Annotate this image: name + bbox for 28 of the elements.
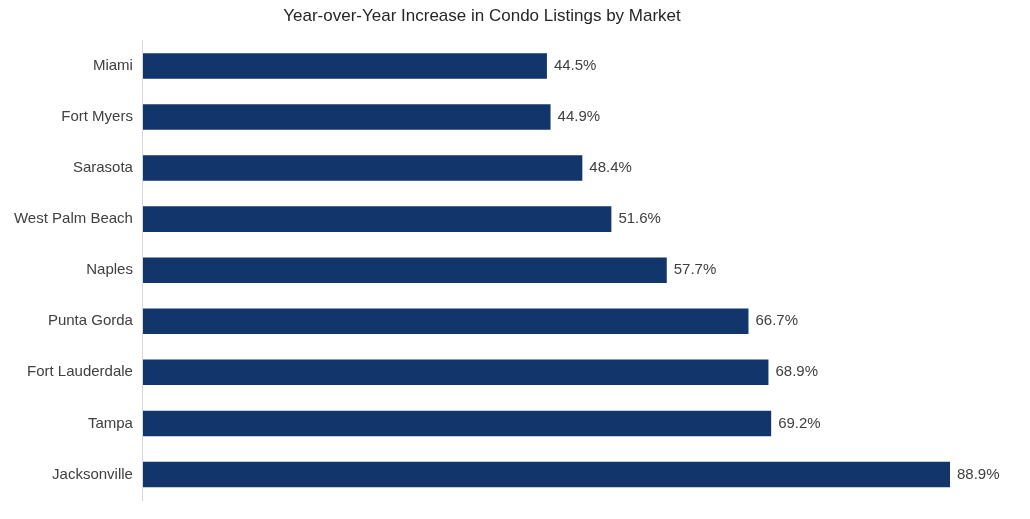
y-tick-label: West Palm Beach	[13, 209, 133, 227]
y-tick-label: Tampa	[87, 413, 134, 431]
y-tick-label: Miami	[92, 56, 133, 74]
y-tick-label: Sarasota	[72, 158, 134, 176]
bar	[142, 53, 547, 79]
chart-title: Year-over-Year Increase in Condo Listings by Market	[283, 5, 682, 25]
bar	[142, 461, 951, 488]
bar	[142, 206, 612, 232]
data-label: 44.9%	[557, 107, 601, 125]
data-label: 66.7%	[755, 311, 799, 329]
y-tick-label: Fort Lauderdale	[27, 362, 133, 380]
bar	[142, 410, 772, 437]
data-label: 69.2%	[778, 413, 821, 431]
data-label: 68.9%	[775, 362, 818, 380]
data-label: 51.6%	[618, 209, 661, 227]
data-label: 88.9%	[957, 464, 1000, 482]
y-tick-label: Punta Gorda	[47, 311, 134, 329]
data-label: 44.5%	[553, 56, 597, 74]
y-tick-label: Fort Myers	[61, 107, 133, 125]
bar	[142, 308, 749, 335]
y-tick-label: Naples	[86, 260, 133, 278]
y-tick-label: Jacksonville	[52, 464, 133, 482]
data-label: 57.7%	[673, 260, 717, 278]
bar	[142, 257, 667, 283]
bar	[142, 155, 583, 181]
bar	[142, 104, 551, 130]
data-label: 48.4%	[589, 158, 632, 176]
bar	[142, 359, 769, 386]
